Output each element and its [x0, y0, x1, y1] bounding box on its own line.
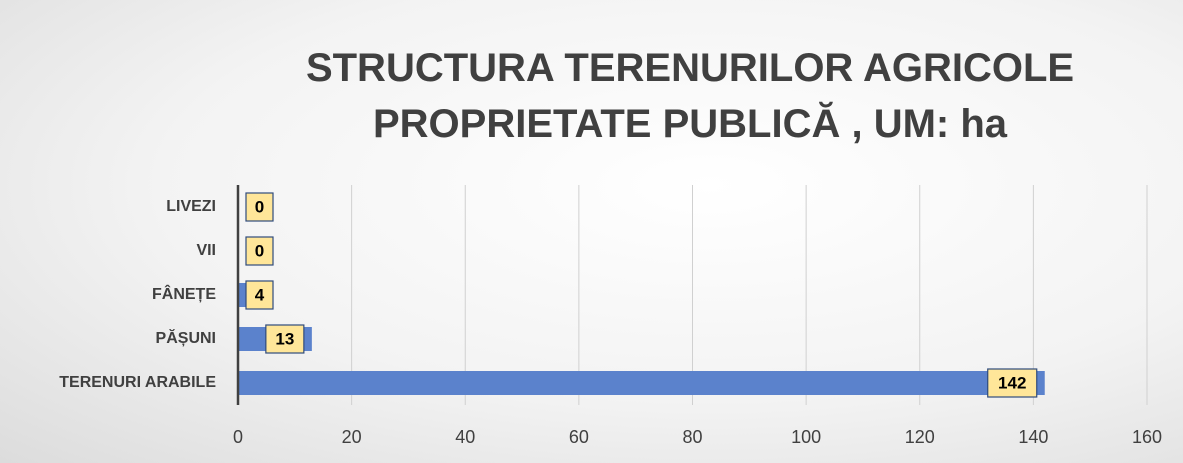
x-tick-label: 0 — [233, 427, 243, 447]
data-label: 0 — [255, 197, 264, 216]
y-tick-label: LIVEZI — [166, 198, 216, 215]
data-label: 0 — [255, 241, 264, 260]
x-tick-label: 20 — [342, 427, 362, 447]
x-tick-label: 80 — [682, 427, 702, 447]
data-label: 142 — [998, 373, 1026, 392]
bar — [238, 371, 1045, 395]
x-tick-label: 40 — [455, 427, 475, 447]
y-tick-label: FÂNEȚE — [152, 284, 216, 303]
x-tick-label: 60 — [569, 427, 589, 447]
y-tick-label: PĂȘUNI — [156, 328, 216, 347]
data-label: 13 — [275, 329, 294, 348]
x-tick-label: 140 — [1018, 427, 1048, 447]
data-label: 4 — [255, 285, 265, 304]
x-tick-label: 160 — [1132, 427, 1162, 447]
chart-title: STRUCTURA TERENURILOR AGRICOLE PROPRIETA… — [305, 46, 1075, 146]
data-label-box — [245, 280, 274, 310]
x-tick-label: 120 — [905, 427, 935, 447]
y-tick-label: TERENURI ARABILE — [59, 374, 216, 391]
y-tick-label: VII — [196, 242, 216, 259]
data-label-box — [265, 324, 305, 354]
x-tick-label: 100 — [791, 427, 821, 447]
data-label-box — [987, 368, 1038, 398]
data-label-box — [245, 236, 274, 266]
data-label-box — [245, 192, 274, 222]
